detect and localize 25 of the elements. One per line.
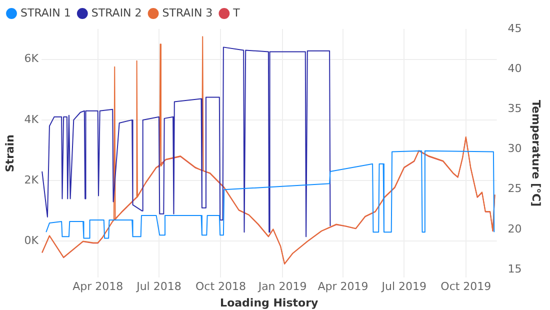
legend-label: STRAIN 3 (162, 6, 213, 20)
y-tick-label: 4K (24, 112, 40, 126)
y2-tick-label: 35 (508, 102, 522, 116)
x-tick-label: Oct 2018 (195, 280, 246, 294)
x-tick-label: Jul 2019 (380, 280, 426, 294)
x-tick-label: Jul 2018 (136, 280, 182, 294)
y2-tick-label: 20 (508, 222, 522, 236)
y2-tick-label: 25 (508, 182, 522, 196)
y-axis-title: Strain (3, 134, 16, 172)
y-tick-label: 2K (24, 173, 40, 186)
y2-tick-label: 30 (508, 142, 522, 156)
legend-label: STRAIN 2 (91, 6, 142, 20)
x-axis-title: Loading History (220, 296, 318, 310)
x-tick-label: Apr 2019 (318, 280, 368, 294)
y-tick-label: 6K (24, 52, 40, 66)
legend-label: T (232, 6, 240, 20)
y-tick-label: 0K (24, 234, 40, 248)
y2-tick-label: 40 (508, 62, 522, 75)
y2-tick-label: 45 (508, 22, 522, 35)
legend-label: STRAIN 1 (20, 6, 71, 20)
y2-axis-title: Temperature [°C] (530, 100, 543, 207)
x-tick-label: Jan 2019 (257, 280, 307, 294)
x-tick-label: Oct 2019 (440, 280, 492, 294)
y2-tick-label: 15 (508, 262, 522, 276)
x-tick-label: Apr 2018 (72, 280, 124, 294)
